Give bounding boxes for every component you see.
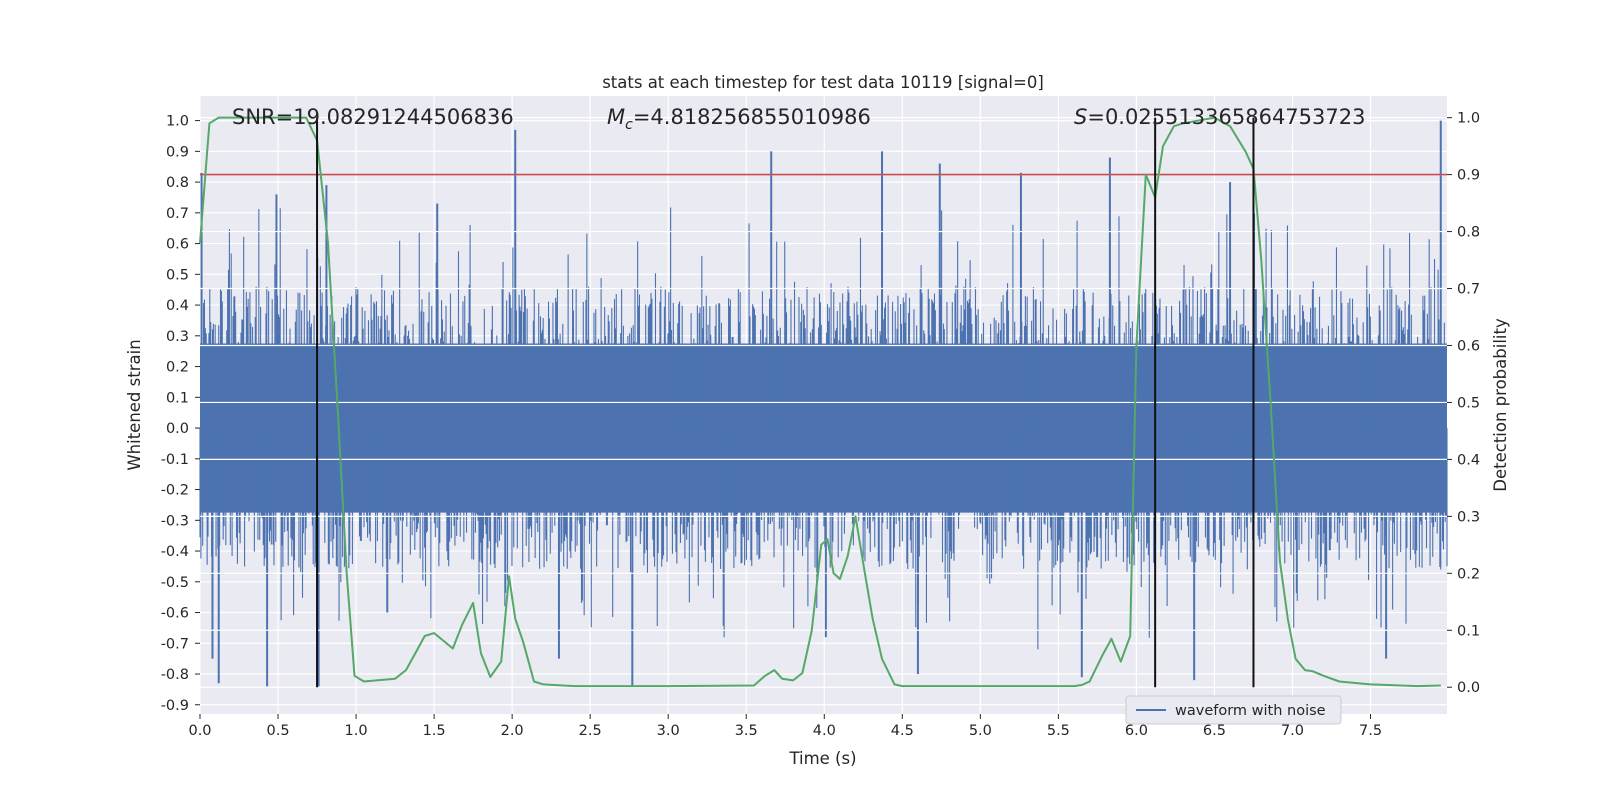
x-tick-label: 0.0 — [188, 723, 211, 739]
y2-tick-label: 1.0 — [1457, 111, 1480, 127]
y-tick-label: -0.2 — [161, 483, 189, 499]
probability-series — [199, 116, 1447, 688]
y-tick-label: 0.6 — [166, 237, 189, 253]
y2-tick-label: 0.6 — [1457, 338, 1480, 354]
waveform-noise — [199, 207, 1448, 650]
x-tick-label: 3.0 — [657, 723, 680, 739]
y-axis-label: Whitened strain — [125, 339, 144, 470]
event-vertical-lines — [316, 117, 1255, 688]
x-tick-label: 2.5 — [579, 723, 602, 739]
y-tick-label: 1.0 — [166, 114, 189, 130]
y-tick-label: 0.0 — [166, 421, 189, 437]
waveform-series — [199, 120, 1448, 687]
x-axis-label: Time (s) — [788, 749, 856, 768]
y2-tick-label: 0.2 — [1457, 566, 1480, 582]
y2-tick-label: 0.1 — [1457, 623, 1480, 639]
x-tick-label: 5.5 — [1047, 723, 1070, 739]
y-tick-label: -0.9 — [161, 698, 189, 714]
x-tick-label: 1.0 — [345, 723, 368, 739]
y2-tick-label: 0.0 — [1457, 680, 1480, 696]
x-tick-label: 3.5 — [735, 723, 758, 739]
x-tick-label: 7.5 — [1359, 723, 1382, 739]
chirp-mass-subscript: c — [625, 117, 633, 133]
y-tick-label: 0.5 — [166, 267, 189, 283]
y-tick-label: 0.4 — [166, 298, 189, 314]
x-tick-label: 4.0 — [813, 723, 836, 739]
x-tick-label: 6.0 — [1125, 723, 1148, 739]
left-y-axis-ticks: 1.0 0.9 0.8 0.7 0.6 0.5 0.4 0.3 0.2 0.1 0.0 -0.1 -0.… — [161, 114, 200, 714]
probability-line — [199, 116, 1441, 688]
x-tick-label: 0.5 — [267, 723, 290, 739]
chart-title: stats at each timestep for test data 101… — [602, 73, 1044, 92]
y-tick-label: 0.1 — [166, 390, 189, 406]
x-tick-label: 4.5 — [891, 723, 914, 739]
y2-tick-label: 0.8 — [1457, 225, 1480, 241]
y-tick-label: 0.2 — [166, 360, 189, 376]
y2-tick-label: 0.4 — [1457, 452, 1480, 468]
x-axis-ticks: 0.0 0.5 1.0 1.5 2.0 2.5 3.0 3.5 4.0 4.5 5.0 5.5 6.0 6… — [188, 714, 1382, 739]
y-tick-label: -0.8 — [161, 667, 189, 683]
y-tick-label: -0.3 — [161, 513, 189, 529]
y-tick-label: -0.5 — [161, 575, 189, 591]
y-tick-label: 0.7 — [166, 206, 189, 222]
y-tick-label: 0.9 — [166, 144, 189, 160]
y2-tick-label: 0.9 — [1457, 168, 1480, 184]
y2-tick-label: 0.3 — [1457, 509, 1480, 525]
x-tick-label: 1.5 — [423, 723, 446, 739]
y-tick-label: -0.1 — [161, 452, 189, 468]
x-tick-label: 7.0 — [1281, 723, 1304, 739]
x-tick-label: 2.0 — [501, 723, 524, 739]
y-tick-label: -0.4 — [161, 544, 189, 560]
y-tick-label: -0.7 — [161, 636, 189, 652]
legend-label: waveform with noise — [1175, 703, 1326, 719]
chirp-mass-value: =4.818256855010986 — [633, 105, 871, 129]
x-tick-label: 5.0 — [969, 723, 992, 739]
chirp-mass-annotation: Mc=4.818256855010986 — [607, 105, 871, 133]
x-tick-label: 6.5 — [1203, 723, 1226, 739]
legend: waveform with noise — [1125, 695, 1342, 725]
s-statistic-value: =0.025513365864753723 — [1087, 105, 1365, 129]
y-tick-label: 0.3 — [166, 329, 189, 345]
y2-tick-label: 0.7 — [1457, 282, 1480, 298]
s-statistic-annotation: S=0.025513365864753723 — [1074, 105, 1365, 129]
right-y-axis-ticks: 1.0 0.9 0.8 0.7 0.6 0.5 0.4 0.3 0.2 0.1 0.0 — [1447, 111, 1480, 696]
y-tick-label: -0.6 — [161, 606, 189, 622]
legend-box — [1125, 695, 1342, 725]
y2-axis-label: Detection probability — [1491, 318, 1510, 492]
y-tick-label: 0.8 — [166, 175, 189, 191]
s-statistic-symbol: S — [1074, 105, 1087, 129]
chirp-mass-symbol: M — [607, 105, 625, 129]
y2-tick-label: 0.5 — [1457, 395, 1480, 411]
snr-annotation: SNR=19.08291244506836 — [232, 105, 514, 129]
